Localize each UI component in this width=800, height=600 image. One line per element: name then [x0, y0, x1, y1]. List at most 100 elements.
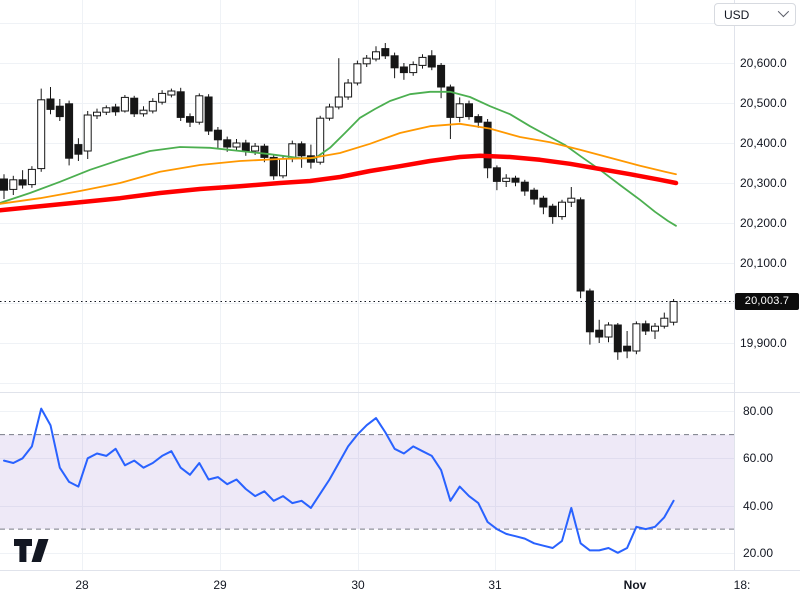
candle-down	[511, 177, 520, 183]
price-tick-label: 20,300.0	[740, 176, 787, 190]
price-tick-label: 20,400.0	[740, 136, 787, 150]
ma-fast-green	[0, 90, 677, 227]
candle-down	[427, 55, 436, 68]
rsi-band	[0, 434, 734, 530]
candle-up	[232, 142, 241, 148]
candle-up	[418, 56, 427, 66]
candle-down	[260, 145, 269, 158]
candle-up	[251, 145, 260, 152]
candle-up	[660, 317, 669, 327]
rsi-tick-label: 40.00	[743, 498, 774, 513]
candle-down	[474, 116, 483, 123]
time-axis[interactable]	[0, 570, 800, 600]
candle-up	[279, 158, 287, 177]
rsi-line	[3, 407, 675, 554]
chevron-down-icon	[777, 5, 790, 18]
time-tick-label: 18:	[733, 578, 751, 592]
candle-up	[362, 57, 371, 65]
candle-down	[65, 103, 74, 159]
candle-down	[641, 323, 650, 332]
candle-down	[55, 105, 64, 118]
candle-down	[130, 97, 139, 115]
candle-down	[176, 91, 185, 118]
price-tick-label: 20,100.0	[740, 256, 787, 270]
candle-up	[148, 100, 157, 112]
price-tick-label: 19,900.0	[740, 336, 787, 350]
candle-up	[316, 117, 325, 163]
time-tick-label: 28	[75, 578, 89, 592]
candle-up	[167, 90, 176, 96]
candle-up	[409, 64, 418, 74]
rsi-tick-label: 60.00	[743, 451, 774, 466]
candle-up	[102, 107, 111, 113]
candle-down	[576, 199, 585, 292]
time-tick-label: Nov	[623, 578, 647, 592]
candle-down	[446, 86, 455, 118]
candle-down	[46, 98, 55, 110]
candle-down	[74, 144, 83, 155]
candle-down	[399, 66, 408, 74]
rsi-tick-label: 80.00	[743, 404, 774, 418]
last-price-badge: 20,003.7	[735, 293, 799, 310]
candle-down	[548, 205, 557, 218]
tradingview-logo[interactable]	[13, 538, 51, 563]
time-tick-label: 30	[351, 578, 365, 592]
candle-down	[465, 103, 473, 118]
candle-down	[213, 129, 222, 141]
price-axis[interactable]	[734, 0, 800, 570]
candle-down	[520, 181, 529, 192]
price-tick-label: 20,600.0	[740, 56, 787, 70]
candle-up	[632, 323, 641, 352]
candle-down	[539, 197, 548, 208]
candle-down	[585, 290, 594, 333]
price-tick-label: 20,500.0	[740, 96, 787, 110]
candle-down	[269, 156, 278, 177]
time-tick-label: 31	[488, 578, 502, 592]
candle-up	[334, 96, 343, 108]
candle-down	[223, 139, 232, 148]
candle-up	[83, 114, 92, 152]
candle-down	[530, 189, 539, 200]
price-tick-label: 20,200.0	[740, 216, 787, 230]
candle-down	[437, 64, 446, 88]
candle-down	[595, 329, 604, 338]
candle-down	[381, 48, 390, 57]
candle-up	[344, 82, 353, 98]
candle-up	[139, 109, 148, 115]
candle-up	[325, 106, 334, 119]
candle-down	[18, 179, 27, 186]
candle-up	[502, 177, 511, 182]
candle-up	[651, 325, 659, 332]
candle-down	[483, 121, 492, 169]
ma-mid-orange	[0, 122, 677, 205]
candle-up	[37, 99, 46, 170]
candle-up	[195, 95, 204, 123]
candle-up	[93, 111, 101, 117]
candle-down	[204, 96, 213, 132]
candle-down	[111, 106, 120, 113]
candle-down	[241, 142, 250, 152]
candle-up	[120, 96, 129, 112]
candle-down	[623, 345, 632, 352]
rsi-tick-label: 20.00	[743, 545, 774, 560]
candle-down	[613, 324, 622, 353]
currency-dropdown-button[interactable]: USD	[714, 3, 796, 26]
candle-down	[492, 167, 501, 182]
ma-slow-red	[0, 153, 679, 213]
candle-down	[0, 178, 8, 191]
candle-up	[353, 63, 362, 84]
candle-up	[669, 301, 678, 323]
candle-up	[372, 51, 380, 60]
candle-up	[9, 179, 18, 190]
candle-down	[390, 55, 399, 69]
candle-up	[455, 103, 464, 118]
candle-up	[558, 201, 566, 218]
candle-down	[186, 116, 194, 123]
candle-up	[567, 197, 576, 203]
candle-down	[297, 143, 306, 157]
time-tick-label: 29	[213, 578, 227, 592]
currency-label: USD	[724, 7, 750, 22]
candle-up	[604, 324, 613, 338]
